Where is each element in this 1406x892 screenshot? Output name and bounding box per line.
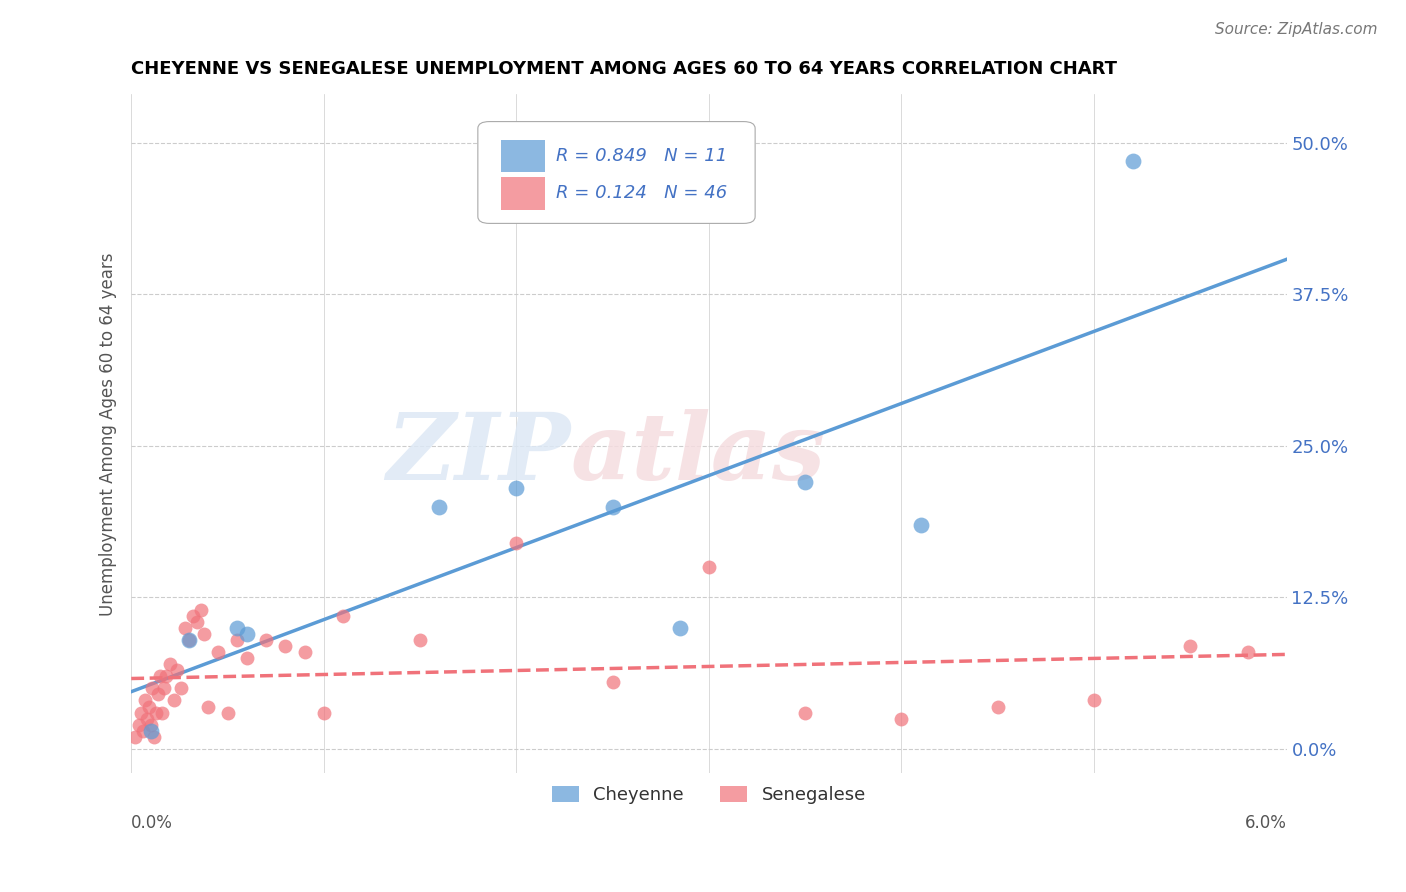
Point xyxy=(149,669,172,683)
Point xyxy=(1237,645,1260,659)
FancyBboxPatch shape xyxy=(501,140,546,172)
Point xyxy=(155,669,177,683)
Point xyxy=(159,657,181,672)
Point xyxy=(236,627,259,641)
Point xyxy=(190,602,212,616)
Point xyxy=(236,651,259,665)
Text: Source: ZipAtlas.com: Source: ZipAtlas.com xyxy=(1215,22,1378,37)
Point xyxy=(170,681,193,696)
Point xyxy=(134,693,156,707)
Point xyxy=(193,627,215,641)
Text: R = 0.124   N = 46: R = 0.124 N = 46 xyxy=(557,184,728,202)
Point xyxy=(217,706,239,720)
Point xyxy=(153,681,176,696)
Point xyxy=(138,699,160,714)
Point xyxy=(602,675,624,690)
Point xyxy=(124,730,146,744)
Text: ZIP: ZIP xyxy=(387,409,571,500)
Point xyxy=(197,699,219,714)
Point xyxy=(174,621,197,635)
Point xyxy=(135,712,157,726)
Point xyxy=(186,615,208,629)
Point xyxy=(139,723,162,738)
Point xyxy=(254,632,277,647)
Text: 0.0%: 0.0% xyxy=(131,814,173,832)
Text: CHEYENNE VS SENEGALESE UNEMPLOYMENT AMONG AGES 60 TO 64 YEARS CORRELATION CHART: CHEYENNE VS SENEGALESE UNEMPLOYMENT AMON… xyxy=(131,60,1118,78)
Point xyxy=(128,717,150,731)
Point xyxy=(1180,639,1202,653)
Text: R = 0.849   N = 11: R = 0.849 N = 11 xyxy=(557,146,728,164)
Point xyxy=(181,608,204,623)
Point xyxy=(312,706,335,720)
Point xyxy=(143,730,166,744)
Point xyxy=(162,693,184,707)
Point xyxy=(669,621,692,635)
Point xyxy=(427,500,450,514)
Point xyxy=(294,645,316,659)
Point xyxy=(141,681,163,696)
Point xyxy=(910,517,932,532)
Y-axis label: Unemployment Among Ages 60 to 64 years: Unemployment Among Ages 60 to 64 years xyxy=(100,252,117,615)
Point xyxy=(409,632,432,647)
Point xyxy=(139,717,162,731)
Point xyxy=(132,723,155,738)
Point xyxy=(148,687,170,701)
Point xyxy=(177,632,200,647)
Legend: Cheyenne, Senegalese: Cheyenne, Senegalese xyxy=(544,779,873,812)
Point xyxy=(697,560,720,574)
Point xyxy=(226,621,249,635)
Point xyxy=(602,500,624,514)
FancyBboxPatch shape xyxy=(501,178,546,210)
Text: atlas: atlas xyxy=(571,409,825,500)
Point xyxy=(166,663,188,677)
FancyBboxPatch shape xyxy=(478,121,755,223)
Point xyxy=(794,475,817,490)
Point xyxy=(1122,154,1144,169)
Point xyxy=(987,699,1010,714)
Point xyxy=(794,706,817,720)
Text: 6.0%: 6.0% xyxy=(1244,814,1286,832)
Point xyxy=(505,536,527,550)
Point xyxy=(129,706,152,720)
Point xyxy=(226,632,249,647)
Point xyxy=(890,712,912,726)
Point xyxy=(1083,693,1105,707)
Point xyxy=(177,632,200,647)
Point xyxy=(207,645,229,659)
Point xyxy=(505,481,527,495)
Point xyxy=(332,608,354,623)
Point xyxy=(145,706,167,720)
Point xyxy=(150,706,173,720)
Point xyxy=(274,639,297,653)
